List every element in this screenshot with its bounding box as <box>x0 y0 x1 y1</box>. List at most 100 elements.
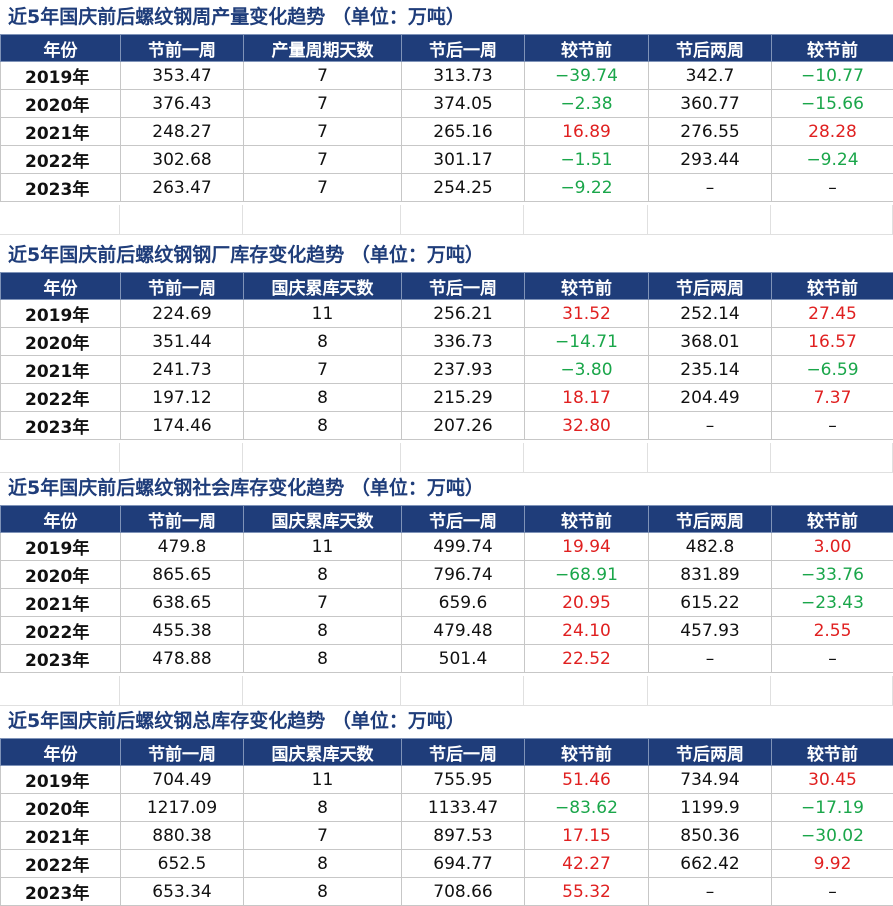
value-cell: – <box>772 412 893 440</box>
value-cell: 237.93 <box>402 356 525 384</box>
year-cell: 2020年 <box>1 561 121 589</box>
column-header: 节后一周 <box>402 739 525 766</box>
column-header: 国庆累库天数 <box>244 506 402 533</box>
value-cell: 256.21 <box>402 300 525 328</box>
value-cell: 11 <box>244 766 402 794</box>
value-cell: 479.48 <box>402 617 525 645</box>
column-header: 较节前 <box>772 739 893 766</box>
value-cell: 455.38 <box>121 617 244 645</box>
value-cell: – <box>649 412 772 440</box>
year-cell: 2021年 <box>1 118 121 146</box>
empty-cell <box>401 443 524 473</box>
value-cell: 16.89 <box>525 118 649 146</box>
value-cell: 353.47 <box>121 62 244 90</box>
year-cell: 2019年 <box>1 62 121 90</box>
value-cell: 8 <box>244 328 402 356</box>
value-cell: 11 <box>244 533 402 561</box>
value-cell: 24.10 <box>525 617 649 645</box>
header-row: 年份节前一周国庆累库天数节后一周较节前节后两周较节前 <box>1 739 893 766</box>
year-cell: 2021年 <box>1 356 121 384</box>
value-cell: 374.05 <box>402 90 525 118</box>
value-cell: 313.73 <box>402 62 525 90</box>
column-header: 节后两周 <box>649 739 772 766</box>
empty-cell <box>401 676 524 706</box>
year-cell: 2023年 <box>1 645 121 673</box>
empty-cell <box>524 205 648 235</box>
value-cell: 7 <box>244 589 402 617</box>
value-cell: 8 <box>244 645 402 673</box>
value-cell: 55.32 <box>525 878 649 906</box>
value-cell: 241.73 <box>121 356 244 384</box>
value-cell: 368.01 <box>649 328 772 356</box>
value-cell: −23.43 <box>772 589 893 617</box>
value-cell: 32.80 <box>525 412 649 440</box>
empty-cell <box>120 443 243 473</box>
header-row: 年份节前一周国庆累库天数节后一周较节前节后两周较节前 <box>1 506 893 533</box>
table-title: 近5年国庆前后螺纹钢社会库存变化趋势 （单位：万吨） <box>0 471 893 505</box>
value-cell: −68.91 <box>525 561 649 589</box>
value-cell: 8 <box>244 412 402 440</box>
table-title: 近5年国庆前后螺纹钢钢厂库存变化趋势 （单位：万吨） <box>0 238 893 272</box>
year-cell: 2020年 <box>1 328 121 356</box>
value-cell: – <box>772 878 893 906</box>
value-cell: 276.55 <box>649 118 772 146</box>
header-row: 年份节前一周产量周期天数节后一周较节前节后两周较节前 <box>1 35 893 62</box>
value-cell: 248.27 <box>121 118 244 146</box>
value-cell: −1.51 <box>525 146 649 174</box>
value-cell: −3.80 <box>525 356 649 384</box>
empty-cell <box>243 676 401 706</box>
value-cell: 501.4 <box>402 645 525 673</box>
column-header: 节后两周 <box>649 506 772 533</box>
value-cell: 22.52 <box>525 645 649 673</box>
year-cell: 2023年 <box>1 878 121 906</box>
column-header: 国庆累库天数 <box>244 739 402 766</box>
value-cell: 31.52 <box>525 300 649 328</box>
empty-cell <box>120 676 243 706</box>
value-cell: 1217.09 <box>121 794 244 822</box>
value-cell: 2.55 <box>772 617 893 645</box>
value-cell: −33.76 <box>772 561 893 589</box>
value-cell: −39.74 <box>525 62 649 90</box>
column-header: 节前一周 <box>121 506 244 533</box>
value-cell: 293.44 <box>649 146 772 174</box>
value-cell: 252.14 <box>649 300 772 328</box>
empty-cell <box>243 205 401 235</box>
value-cell: 638.65 <box>121 589 244 617</box>
empty-cell <box>524 676 648 706</box>
value-cell: 7 <box>244 822 402 850</box>
column-header: 年份 <box>1 506 121 533</box>
column-header: 较节前 <box>525 506 649 533</box>
value-cell: 796.74 <box>402 561 525 589</box>
column-header: 年份 <box>1 739 121 766</box>
value-cell: 235.14 <box>649 356 772 384</box>
value-cell: −83.62 <box>525 794 649 822</box>
value-cell: 20.95 <box>525 589 649 617</box>
value-cell: 831.89 <box>649 561 772 589</box>
empty-cell <box>648 443 771 473</box>
empty-cell <box>0 205 120 235</box>
value-cell: 7.37 <box>772 384 893 412</box>
value-cell: 27.45 <box>772 300 893 328</box>
value-cell: 224.69 <box>121 300 244 328</box>
value-cell: 204.49 <box>649 384 772 412</box>
year-cell: 2022年 <box>1 617 121 645</box>
value-cell: 708.66 <box>402 878 525 906</box>
value-cell: 865.65 <box>121 561 244 589</box>
year-cell: 2021年 <box>1 822 121 850</box>
value-cell: 7 <box>244 62 402 90</box>
value-cell: 482.8 <box>649 533 772 561</box>
column-header: 节后一周 <box>402 35 525 62</box>
value-cell: 42.27 <box>525 850 649 878</box>
value-cell: 499.74 <box>402 533 525 561</box>
value-cell: −6.59 <box>772 356 893 384</box>
value-cell: 351.44 <box>121 328 244 356</box>
